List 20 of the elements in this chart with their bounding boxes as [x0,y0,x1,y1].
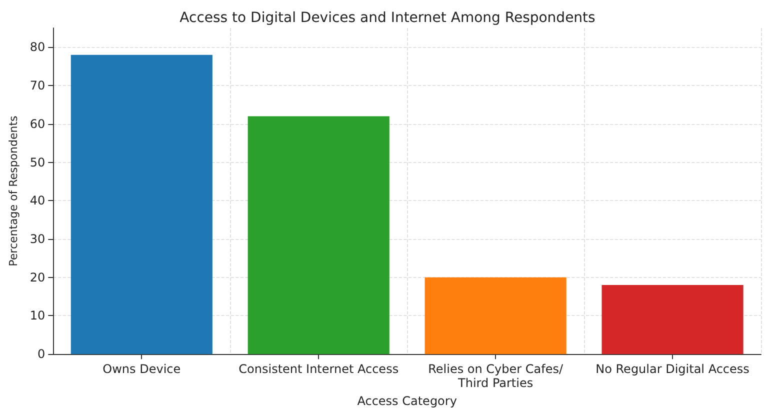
y-axis-title: Percentage of Respondents [7,115,20,266]
y-tick-label: 0 [38,347,46,362]
chart-title: Access to Digital Devices and Internet Among Respondents [180,10,596,26]
y-tick-label: 20 [30,270,46,284]
y-tick-label: 10 [30,308,46,323]
bar [602,285,744,354]
y-tick-label: 30 [30,232,46,246]
y-tick-label: 60 [30,116,46,131]
x-tick-label: Owns Device [102,362,181,376]
x-tick-label: Relies on Cyber Cafes/Third Parties [428,362,564,390]
bar [424,277,566,354]
y-tick-label: 40 [30,194,46,208]
x-axis-title: Access Category [357,394,457,408]
x-tick-label: No Regular Digital Access [596,362,750,376]
y-tick-label: 80 [30,40,46,54]
y-tick-label: 50 [30,155,46,170]
bar [70,54,212,354]
bar [248,116,390,354]
x-tick-label: Consistent Internet Access [238,362,399,376]
y-tick-label: 70 [30,78,46,93]
